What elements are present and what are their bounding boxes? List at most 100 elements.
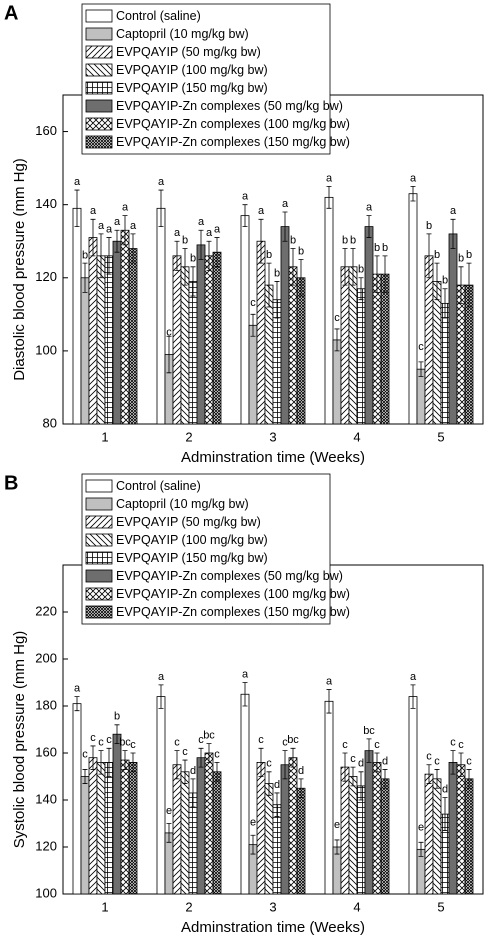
- bar: [72, 703, 82, 895]
- error-bar: [214, 762, 220, 782]
- significance-letter: a: [198, 216, 205, 228]
- legend-swatch: [85, 479, 113, 493]
- bar: [280, 764, 290, 895]
- legend-label: EVPQAYIP-Zn complexes (150 mg/kg bw): [116, 605, 350, 619]
- legend-label: EVPQAYIP (150 mg/kg bw): [116, 81, 268, 95]
- bar: [204, 752, 214, 895]
- x-tick-label: 3: [269, 429, 276, 444]
- significance-letter: a: [122, 202, 129, 214]
- error-bar: [282, 211, 288, 242]
- error-bar: [106, 747, 112, 777]
- significance-letter: a: [410, 671, 417, 683]
- significance-letter: b: [442, 275, 448, 287]
- significance-letter: a: [366, 202, 373, 214]
- significance-letter: d: [382, 755, 388, 767]
- bar: [112, 240, 122, 425]
- error-bar: [74, 189, 80, 227]
- significance-letter: e: [166, 805, 172, 817]
- legend-label: EVPQAYIP (100 mg/kg bw): [116, 533, 268, 547]
- legend-label: EVPQAYIP-Zn complexes (100 mg/kg bw): [116, 587, 350, 601]
- significance-letter: d: [298, 765, 304, 777]
- bar: [324, 700, 334, 895]
- x-tick-label: 1: [101, 899, 108, 914]
- error-bar: [410, 684, 416, 709]
- significance-letter: c: [174, 737, 180, 749]
- bar: [364, 750, 374, 895]
- significance-letter: b: [426, 220, 432, 232]
- error-bar: [458, 266, 464, 304]
- legend-label: Captopril (10 mg/kg bw): [116, 27, 249, 41]
- error-bar: [442, 797, 448, 831]
- bar: [356, 288, 366, 425]
- significance-letter: a: [410, 172, 417, 184]
- bar: [456, 284, 466, 425]
- bar: [324, 196, 334, 425]
- bar: [196, 757, 206, 895]
- legend-label: EVPQAYIP-Zn complexes (50 mg/kg bw): [116, 569, 343, 583]
- error-bar: [190, 778, 196, 808]
- error-bar: [350, 248, 356, 286]
- bar: [296, 277, 306, 425]
- error-bar: [434, 262, 440, 301]
- bar: [188, 792, 198, 895]
- bar: [280, 226, 290, 425]
- error-bar: [90, 745, 96, 770]
- legend-swatch: [85, 81, 113, 95]
- x-tick-label: 1: [101, 429, 108, 444]
- bar: [372, 273, 382, 425]
- significance-letter: d: [358, 758, 364, 770]
- error-bar: [334, 839, 340, 855]
- error-bar: [122, 750, 128, 770]
- significance-letter: b: [82, 250, 88, 262]
- significance-letter: d: [274, 779, 280, 791]
- legend-box: [81, 3, 331, 155]
- error-bar: [182, 759, 188, 784]
- error-bar: [298, 259, 304, 297]
- legend-box: [81, 473, 331, 625]
- x-tick-label: 2: [185, 429, 192, 444]
- x-tick-label: 5: [437, 899, 444, 914]
- error-bar: [106, 237, 112, 275]
- bar: [408, 696, 418, 895]
- significance-letter: c: [450, 737, 456, 749]
- significance-letter: c: [466, 755, 472, 767]
- significance-letter: c: [258, 734, 264, 746]
- significance-letter: c: [418, 341, 424, 353]
- significance-letter: a: [242, 191, 249, 203]
- error-bar: [98, 233, 104, 279]
- significance-letter: e: [418, 821, 424, 833]
- y-tick-label: 200: [35, 650, 57, 665]
- bar: [432, 281, 442, 425]
- bar: [104, 762, 114, 895]
- significance-letter: a: [174, 227, 181, 239]
- bar: [424, 773, 434, 895]
- error-bar: [458, 752, 464, 777]
- error-bar: [382, 255, 388, 293]
- significance-letter: b: [298, 245, 304, 257]
- bar: [88, 237, 98, 425]
- legend-swatch: [85, 515, 113, 529]
- bar: [248, 324, 258, 425]
- error-bar: [158, 189, 164, 227]
- significance-letter: a: [130, 220, 137, 232]
- panel-label: A: [4, 2, 18, 24]
- error-bar: [130, 752, 136, 773]
- bar: [240, 215, 250, 425]
- bar: [212, 251, 222, 425]
- significance-letter: c: [182, 746, 188, 758]
- bar: [128, 762, 138, 895]
- error-bar: [282, 750, 288, 780]
- legend-swatch: [85, 497, 113, 511]
- significance-letter: a: [74, 176, 81, 188]
- legend-label: EVPQAYIP (50 mg/kg bw): [116, 45, 261, 59]
- error-bar: [250, 313, 256, 337]
- legend-swatch: [85, 45, 113, 59]
- legend-swatch: [85, 135, 113, 149]
- error-bar: [290, 747, 296, 768]
- significance-letter: c: [214, 748, 220, 760]
- bar: [456, 764, 466, 895]
- error-bar: [374, 752, 380, 773]
- significance-letter: a: [98, 220, 105, 232]
- x-tick-label: 4: [353, 899, 360, 914]
- significance-letter: c: [266, 758, 272, 770]
